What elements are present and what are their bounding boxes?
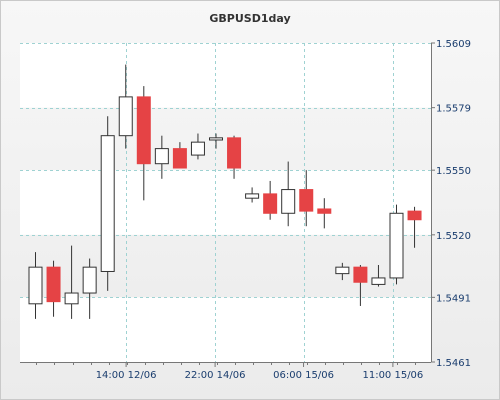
candle-up — [118, 64, 133, 149]
candle-up — [389, 204, 404, 285]
candle-body — [263, 193, 278, 214]
x-tick-label: 22:00 14/06 — [185, 370, 246, 381]
candle-up — [209, 133, 223, 149]
candle-down — [227, 135, 242, 179]
y-tick-label: 1.5579 — [436, 104, 471, 115]
candle-body — [299, 189, 314, 212]
y-tick-label: 1.5609 — [436, 39, 471, 50]
candle-body — [317, 208, 332, 214]
candle-body — [407, 210, 422, 221]
candle-body — [353, 266, 368, 283]
plot-band — [20, 297, 431, 362]
candle-body — [64, 292, 79, 305]
candle-down — [299, 170, 314, 227]
candle-up — [281, 161, 296, 227]
candle-body — [172, 148, 187, 169]
x-tick-label: 14:00 12/06 — [96, 370, 157, 381]
x-axis-ticks: 14:00 12/06 22:00 14/06 06:00 15/06 11:00 1… — [36, 362, 423, 381]
candle-up — [28, 252, 43, 319]
y-tick-label: 1.5520 — [436, 231, 471, 242]
y-tick-label: 1.5550 — [436, 166, 471, 177]
candle-body — [46, 266, 61, 303]
candle-body — [245, 193, 260, 199]
candle-down — [136, 86, 151, 201]
candle-up — [335, 262, 350, 281]
candle-up — [154, 135, 169, 179]
y-tick-label: 1.5461 — [436, 358, 471, 369]
plot-band — [20, 170, 431, 235]
candle-up — [245, 187, 260, 203]
candle-body — [136, 96, 151, 165]
plot-band — [20, 43, 431, 108]
candle-body — [335, 266, 350, 275]
x-tick-label: 06:00 15/06 — [273, 370, 334, 381]
candle-body — [154, 148, 169, 165]
candle-up — [82, 258, 97, 319]
candle-down — [172, 142, 187, 169]
candle-body — [190, 141, 205, 156]
x-tick-label: 11:00 15/06 — [362, 370, 423, 381]
plot-bands — [20, 43, 431, 362]
candle-body — [209, 137, 223, 141]
candle-down — [407, 206, 422, 248]
candle-body — [389, 212, 404, 279]
candle-body — [82, 266, 97, 294]
candle-down — [353, 265, 368, 306]
candle-body — [118, 96, 133, 137]
candle-down — [263, 180, 278, 220]
y-axis-ticks: 1.5609 1.5579 1.5550 1.5520 1.5491 1.5461 — [431, 39, 471, 369]
candle-body — [371, 277, 386, 285]
candle-up — [371, 265, 386, 287]
candle-up — [64, 245, 79, 319]
chart-title: GBPUSD1day — [209, 12, 291, 25]
candle-up — [190, 133, 205, 160]
plot-frame — [20, 43, 432, 363]
y-tick-label: 1.5491 — [436, 293, 471, 304]
candle-body — [227, 137, 242, 169]
candle-down — [46, 260, 61, 317]
candles — [28, 64, 422, 319]
candle-body — [281, 189, 296, 214]
candle-down — [317, 198, 332, 229]
candle-body — [28, 266, 43, 305]
candle-up — [100, 116, 115, 291]
candle-body — [100, 135, 115, 272]
